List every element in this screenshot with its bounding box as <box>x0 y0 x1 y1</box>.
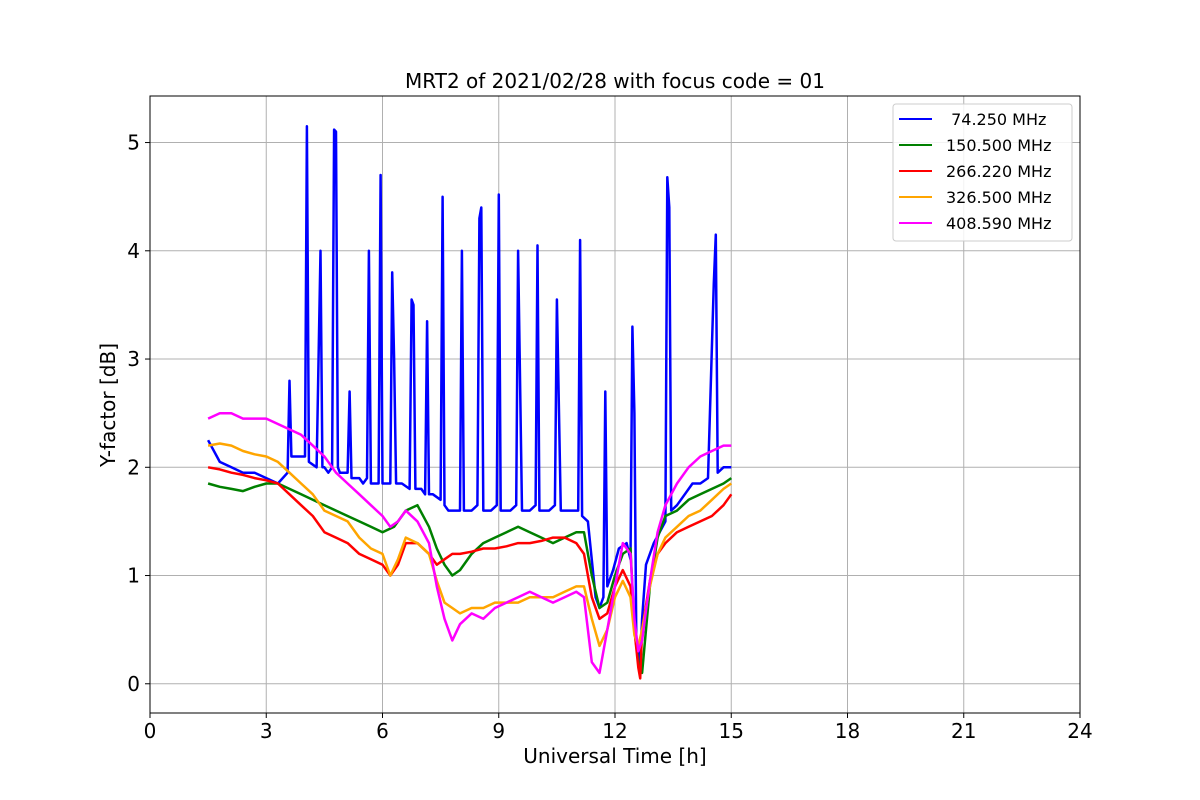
y-tick-label: 5 <box>127 131 140 155</box>
y-tick-label: 1 <box>127 564 140 588</box>
x-tick-label: 18 <box>835 719 860 743</box>
x-tick-label: 3 <box>260 719 273 743</box>
x-tick-label: 6 <box>376 719 389 743</box>
series-line-4 <box>207 411 732 675</box>
legend-label-3: 326.500 MHz <box>946 188 1051 207</box>
x-tick-label: 15 <box>719 719 744 743</box>
legend-label-2: 266.220 MHz <box>946 162 1051 181</box>
x-tick-label: 21 <box>951 719 976 743</box>
legend-label-0: 74.250 MHz <box>946 110 1046 129</box>
y-tick-label: 0 <box>127 672 140 696</box>
y-axis-ticks: 0 1 2 3 4 5 <box>127 131 150 696</box>
x-tick-label: 12 <box>602 719 627 743</box>
x-tick-label: 0 <box>144 719 157 743</box>
y-tick-label: 4 <box>127 239 140 263</box>
legend-box <box>892 103 1073 242</box>
legend-label-1: 150.500 MHz <box>946 136 1051 155</box>
x-axis-label: Universal Time [h] <box>523 744 706 768</box>
y-axis-label: Y-factor [dB] <box>96 343 120 468</box>
chart-title: MRT2 of 2021/02/28 with focus code = 01 <box>405 69 825 93</box>
legend-label-4: 408.590 MHz <box>946 214 1051 233</box>
x-tick-label: 24 <box>1067 719 1092 743</box>
x-axis-ticks: 0 3 6 9 12 15 18 21 24 <box>144 713 1093 743</box>
legend: 74.250 MHz 150.500 MHz 266.220 MHz 326.500 … <box>892 103 1073 242</box>
y-tick-label: 2 <box>127 455 140 479</box>
series-line-1 <box>207 477 733 675</box>
y-tick-label: 3 <box>127 347 140 371</box>
series-layer <box>206 125 733 680</box>
x-tick-label: 9 <box>492 719 505 743</box>
